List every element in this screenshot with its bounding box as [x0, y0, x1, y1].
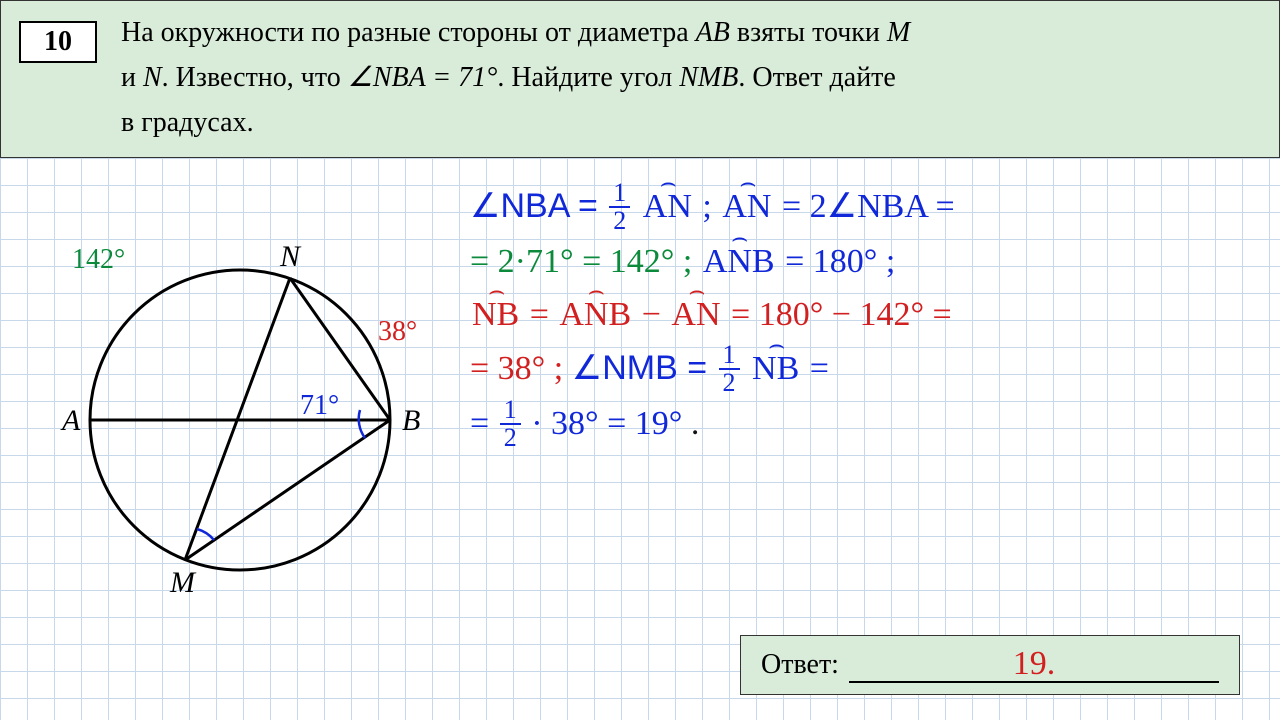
angle-arc-b	[359, 410, 365, 438]
label-b: B	[402, 404, 420, 437]
step-5: = 12 · 38° = 19° .	[470, 398, 1260, 453]
answer-value: 19.	[1013, 645, 1056, 683]
problem-header: 10 На окружности по разные стороны от ди…	[0, 0, 1280, 158]
angle-arc-m	[197, 529, 214, 540]
answer-box: Ответ: 19.	[740, 635, 1240, 695]
label-a: A	[60, 404, 81, 437]
step-1: ∠NBA = 12 AN ; AN = 2∠NBA =	[470, 180, 1260, 236]
problem-text: На окружности по разные стороны от диаме…	[121, 11, 1261, 145]
label-142: 142°	[72, 244, 125, 275]
label-m: M	[169, 566, 197, 599]
answer-label: Ответ:	[761, 649, 839, 681]
geometry-diagram: A B N M 142° 38° 71°	[30, 190, 450, 630]
answer-line: 19.	[849, 647, 1219, 683]
label-n: N	[279, 240, 302, 273]
solution-steps: ∠NBA = 12 AN ; AN = 2∠NBA = = 2·71° = 14…	[470, 180, 1260, 453]
task-number: 10	[19, 21, 97, 63]
step-4: = 38° ; ∠NMB = 12 NB =	[470, 342, 1260, 398]
label-71: 71°	[300, 390, 339, 421]
step-3: NB = ANB − AN = 180° − 142° =	[470, 289, 1260, 342]
chord-bm	[185, 420, 390, 560]
label-38: 38°	[378, 316, 417, 347]
